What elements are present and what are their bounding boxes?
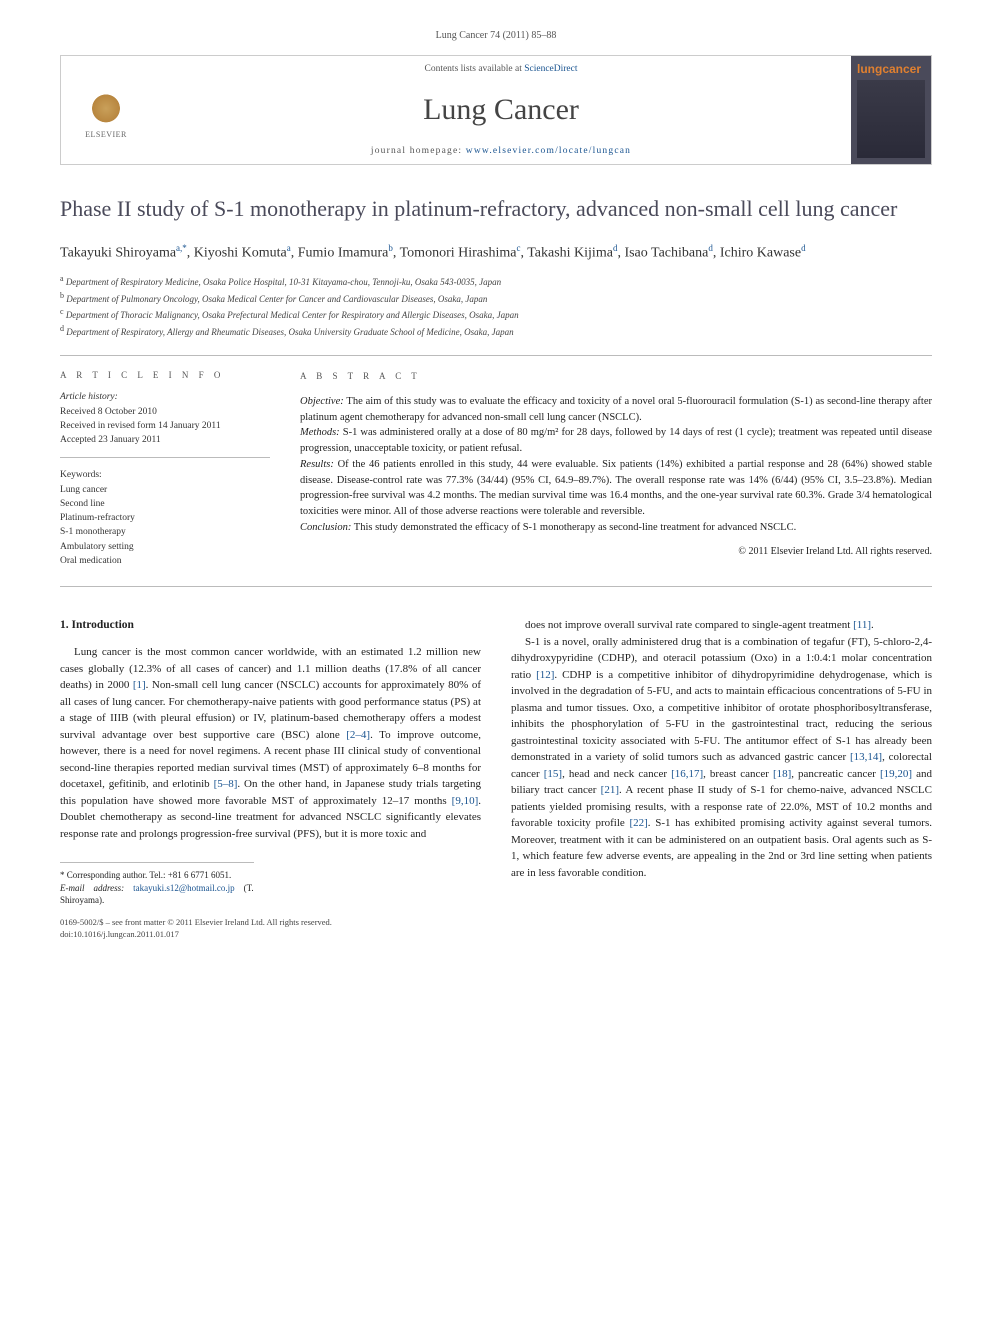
keyword: Ambulatory setting xyxy=(60,540,270,554)
body-paragraph: S-1 is a novel, orally administered drug… xyxy=(511,634,932,882)
keywords-block: Keywords: Lung cancer Second line Platin… xyxy=(60,468,270,568)
body-columns: 1. Introduction Lung cancer is the most … xyxy=(60,617,932,941)
footnotes: * Corresponding author. Tel.: +81 6 6771… xyxy=(60,862,254,907)
abstract-column: A B S T R A C T Objective: The aim of th… xyxy=(300,370,932,568)
keyword: Lung cancer xyxy=(60,483,270,497)
corresponding-email-link[interactable]: takayuki.s12@hotmail.co.jp xyxy=(133,883,235,893)
history-line: Accepted 23 January 2011 xyxy=(60,433,270,447)
corresponding-email-line: E-mail address: takayuki.s12@hotmail.co.… xyxy=(60,882,254,907)
article-history-label: Article history: xyxy=(60,390,270,404)
abstract-conclusion-text: This study demonstrated the efficacy of … xyxy=(351,522,796,533)
homepage-prefix: journal homepage: xyxy=(371,146,466,156)
abstract-results-text: Of the 46 patients enrolled in this stud… xyxy=(300,459,932,517)
front-matter-bar: 0169-5002/$ – see front matter © 2011 El… xyxy=(60,917,481,941)
affiliation-line: a Department of Respiratory Medicine, Os… xyxy=(60,273,932,290)
publisher-name: ELSEVIER xyxy=(85,130,127,139)
abstract-results-lead: Results: xyxy=(300,459,334,470)
section-heading-introduction: 1. Introduction xyxy=(60,617,481,634)
keyword: S-1 monotherapy xyxy=(60,525,270,539)
issn-copyright-line: 0169-5002/$ – see front matter © 2011 El… xyxy=(60,917,481,929)
abstract-conclusion-lead: Conclusion: xyxy=(300,522,351,533)
contents-prefix: Contents lists available at xyxy=(424,64,524,74)
journal-homepage-link[interactable]: www.elsevier.com/locate/lungcan xyxy=(466,146,631,156)
abstract-conclusion: Conclusion: This study demonstrated the … xyxy=(300,520,932,536)
contents-available-line: Contents lists available at ScienceDirec… xyxy=(424,64,577,74)
affiliation-line: d Department of Respiratory, Allergy and… xyxy=(60,323,932,340)
keyword: Oral medication xyxy=(60,554,270,568)
journal-cover-thumb: lungcancer xyxy=(851,56,931,164)
running-citation: Lung Cancer 74 (2011) 85–88 xyxy=(60,30,932,41)
history-line: Received in revised form 14 January 2011 xyxy=(60,419,270,433)
abstract-methods-text: S-1 was administered orally at a dose of… xyxy=(300,427,932,454)
elsevier-tree-icon xyxy=(84,82,128,126)
body-paragraph: Lung cancer is the most common cancer wo… xyxy=(60,644,481,842)
abstract-methods: Methods: S-1 was administered orally at … xyxy=(300,425,932,457)
keyword: Platinum-refractory xyxy=(60,511,270,525)
abstract-objective: Objective: The aim of this study was to … xyxy=(300,394,932,426)
abstract-objective-lead: Objective: xyxy=(300,396,344,407)
elsevier-logo: ELSEVIER xyxy=(76,75,136,145)
journal-banner: ELSEVIER Contents lists available at Sci… xyxy=(60,55,932,165)
abstract-results: Results: Of the 46 patients enrolled in … xyxy=(300,457,932,520)
article-info-column: A R T I C L E I N F O Article history: R… xyxy=(60,370,270,568)
author-list: Takayuki Shiroyamaa,*, Kiyoshi Komutaa, … xyxy=(60,242,932,264)
body-paragraph: does not improve overall survival rate c… xyxy=(511,617,932,634)
abstract-label: A B S T R A C T xyxy=(300,370,932,384)
publisher-logo-block: ELSEVIER xyxy=(61,56,151,164)
keywords-label: Keywords: xyxy=(60,468,270,482)
journal-name: Lung Cancer xyxy=(423,93,579,127)
email-label: E-mail address: xyxy=(60,883,124,893)
body-column-right: does not improve overall survival rate c… xyxy=(511,617,932,941)
doi-line: doi:10.1016/j.lungcan.2011.01.017 xyxy=(60,929,481,941)
cover-title: lungcancer xyxy=(857,62,925,76)
article-title: Phase II study of S-1 monotherapy in pla… xyxy=(60,195,932,224)
sciencedirect-link[interactable]: ScienceDirect xyxy=(524,64,577,74)
cover-image-placeholder xyxy=(857,80,925,158)
corresponding-author-note: * Corresponding author. Tel.: +81 6 6771… xyxy=(60,869,254,882)
abstract-copyright: © 2011 Elsevier Ireland Ltd. All rights … xyxy=(300,544,932,559)
article-info-label: A R T I C L E I N F O xyxy=(60,370,270,380)
abstract-objective-text: The aim of this study was to evaluate th… xyxy=(300,396,932,423)
affiliations: a Department of Respiratory Medicine, Os… xyxy=(60,273,932,339)
body-column-left: 1. Introduction Lung cancer is the most … xyxy=(60,617,481,941)
history-line: Received 8 October 2010 xyxy=(60,405,270,419)
affiliation-line: b Department of Pulmonary Oncology, Osak… xyxy=(60,290,932,307)
journal-homepage-line: journal homepage: www.elsevier.com/locat… xyxy=(371,146,631,156)
keyword: Second line xyxy=(60,497,270,511)
article-history-block: Article history: Received 8 October 2010… xyxy=(60,390,270,458)
affiliation-line: c Department of Thoracic Malignancy, Osa… xyxy=(60,306,932,323)
abstract-methods-lead: Methods: xyxy=(300,427,340,438)
banner-center: Contents lists available at ScienceDirec… xyxy=(151,56,851,164)
